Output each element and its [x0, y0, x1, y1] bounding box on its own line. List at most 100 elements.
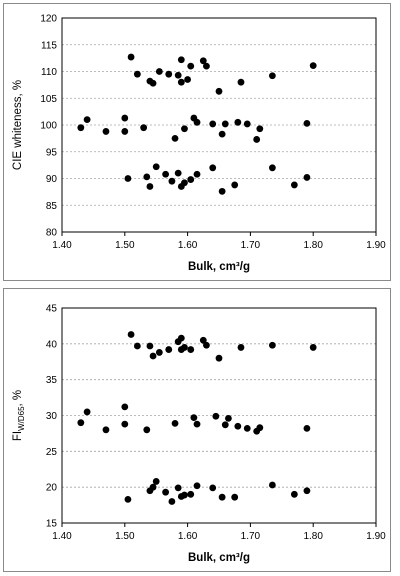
data-point — [234, 422, 242, 430]
data-point — [165, 70, 173, 78]
data-point — [152, 163, 160, 171]
y-tick-label: 85 — [46, 201, 58, 212]
data-point — [253, 136, 261, 143]
data-point — [209, 164, 217, 172]
data-point — [121, 420, 129, 428]
data-point — [268, 341, 276, 349]
data-point — [256, 424, 264, 432]
data-point — [146, 183, 154, 190]
data-point — [193, 170, 201, 178]
data-point — [199, 336, 207, 344]
y-tick-label: 20 — [46, 483, 58, 494]
data-point — [231, 181, 239, 189]
data-point — [121, 403, 129, 411]
data-point — [124, 495, 132, 503]
data-point — [243, 425, 251, 432]
y-tick-label: 40 — [46, 339, 58, 350]
data-point — [162, 170, 170, 178]
data-point — [303, 425, 311, 432]
data-point — [146, 342, 154, 350]
data-point — [215, 87, 223, 95]
data-point — [177, 56, 185, 64]
data-point — [149, 352, 157, 360]
data-point — [149, 483, 157, 491]
data-point — [127, 331, 135, 338]
data-point — [102, 426, 110, 434]
data-point — [127, 53, 135, 61]
data-point — [203, 62, 210, 70]
data-point — [303, 174, 311, 181]
x-tick-label: 1.60 — [178, 531, 198, 542]
data-point — [256, 125, 264, 133]
y-axis-label-subscript: W/D65 — [17, 406, 26, 431]
data-point — [193, 482, 201, 490]
data-point — [209, 120, 217, 128]
data-point — [218, 130, 226, 138]
data-point — [187, 176, 195, 183]
data-point — [309, 344, 317, 351]
chart-panel-fluorescence: 15 20 25 30 35 40 45 1.40 1.50 1.60 1.70 1.80 1.90 Bu… — [3, 288, 391, 572]
data-point — [133, 342, 141, 350]
plot-area-border — [61, 307, 377, 524]
x-tick-label: 1.40 — [52, 531, 72, 542]
data-point — [290, 181, 298, 189]
data-point — [193, 420, 201, 428]
data-point — [162, 488, 170, 496]
y-tick-label: 25 — [46, 447, 58, 458]
data-point — [83, 408, 91, 416]
data-point — [215, 354, 223, 362]
data-point — [209, 484, 217, 492]
data-point — [124, 175, 132, 182]
data-point — [221, 120, 229, 128]
data-point — [225, 414, 232, 422]
x-tick-label: 1.70 — [241, 531, 261, 542]
data-point — [102, 128, 110, 135]
data-point — [243, 120, 251, 128]
data-point — [187, 346, 195, 353]
x-tick-label: 1.90 — [366, 240, 386, 251]
data-point — [212, 412, 220, 420]
data-point — [221, 421, 229, 429]
data-point — [199, 57, 207, 65]
data-point — [268, 164, 276, 172]
y-tick-label: 45 — [46, 304, 58, 315]
data-point — [77, 124, 85, 132]
data-point — [143, 173, 151, 181]
data-point — [181, 491, 188, 499]
y-tick-label: 110 — [41, 67, 57, 78]
y-tick-label: 120 — [40, 14, 57, 25]
x-tick-label: 1.60 — [178, 240, 198, 251]
data-point — [177, 334, 185, 342]
data-point — [237, 78, 245, 86]
y-tick-label: 35 — [46, 375, 58, 386]
data-point — [168, 177, 176, 185]
y-axis-label-suffix: , % — [12, 390, 24, 407]
y-axis-label-main: FI — [12, 431, 24, 441]
plot-area-border — [61, 17, 377, 233]
data-point — [181, 125, 188, 133]
data-point — [152, 478, 160, 485]
data-point — [83, 116, 91, 124]
data-point — [187, 62, 195, 70]
data-point — [133, 70, 141, 78]
fluorescence-scatter-plot: 15 20 25 30 35 40 45 1.40 1.50 1.60 1.70 1.80 1.90 Bu… — [12, 304, 386, 565]
data-point — [121, 114, 129, 122]
y-tick-label: 90 — [46, 174, 58, 185]
y-tick-label: 80 — [46, 228, 58, 239]
y-axis-label: FIW/D65, % — [12, 390, 26, 441]
data-point — [234, 118, 242, 126]
data-point — [143, 426, 151, 434]
data-point — [181, 179, 188, 187]
data-point — [237, 344, 245, 351]
x-axis-label: Bulk, cm³/g — [188, 552, 250, 564]
data-point — [309, 62, 317, 70]
data-point — [121, 128, 129, 135]
data-point — [149, 79, 157, 87]
data-point — [218, 493, 226, 501]
y-tick-label: 15 — [46, 519, 58, 530]
data-point — [168, 498, 176, 505]
whiteness-scatter-plot: 80 85 90 95 100 105 110 115 120 1.40 1.50 1.60 1.70 1… — [12, 14, 386, 274]
x-tick-label: 1.90 — [366, 531, 386, 542]
x-tick-label: 1.40 — [52, 240, 72, 251]
data-point — [290, 490, 298, 498]
